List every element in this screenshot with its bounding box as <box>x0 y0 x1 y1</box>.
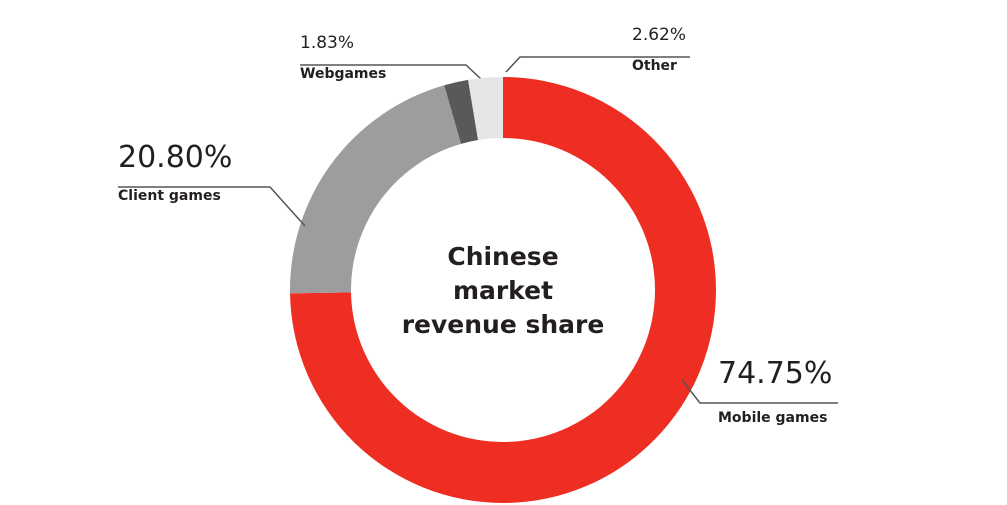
value-label: 74.75% <box>718 356 832 391</box>
donut-segment <box>290 85 462 294</box>
leader-line <box>118 186 306 227</box>
category-label: Client games <box>118 188 221 204</box>
category-label: Mobile games <box>718 410 827 426</box>
value-label: 20.80% <box>118 140 232 175</box>
category-label: Other <box>632 58 677 74</box>
leader-line <box>681 379 838 404</box>
donut-segment <box>444 79 479 144</box>
donut-segment <box>468 77 503 141</box>
category-label: Webgames <box>300 66 386 82</box>
chart-title: Chinese market revenue share <box>401 242 605 339</box>
value-label: 1.83% <box>300 33 354 53</box>
value-label: 2.62% <box>632 25 686 45</box>
leader-line <box>505 56 690 73</box>
leader-line <box>300 64 483 81</box>
